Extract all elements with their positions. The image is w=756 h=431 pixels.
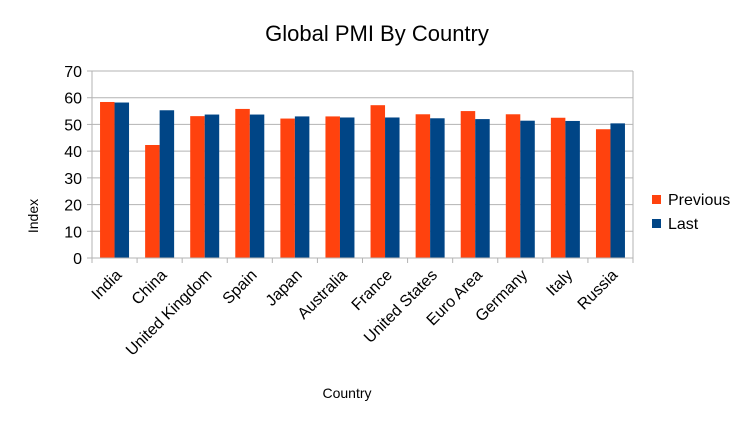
chart-title: Global PMI By Country	[265, 21, 489, 46]
x-tick-label: India	[89, 267, 126, 304]
y-axis-title: Index	[25, 199, 41, 233]
legend-swatch-previous	[652, 195, 661, 204]
bar-previous	[280, 118, 295, 259]
x-tick-label: United Kingdom	[123, 267, 216, 360]
bar-last	[204, 114, 220, 259]
bar-previous	[235, 108, 250, 258]
bar-last	[385, 117, 400, 259]
y-tick-label: 40	[64, 144, 82, 161]
y-axis-ticks: 0 10 20 30 40 50 60 70	[64, 64, 92, 268]
gridlines	[92, 70, 633, 259]
x-tick-label: Russia	[575, 267, 622, 314]
bars	[100, 101, 625, 259]
bar-last	[520, 120, 535, 258]
bar-previous	[415, 114, 431, 258]
bar-last	[114, 102, 130, 258]
y-tick-label: 0	[73, 251, 82, 268]
bar-last	[249, 114, 265, 259]
legend: Previous Last	[652, 192, 730, 233]
legend-label-previous: Previous	[668, 192, 730, 209]
legend-swatch-last	[652, 219, 661, 228]
bar-previous	[505, 114, 521, 258]
bar-previous	[190, 116, 205, 258]
x-tick-label: China	[129, 267, 171, 309]
legend-label-last: Last	[668, 216, 699, 233]
x-axis-title: Country	[322, 385, 371, 401]
x-tick-label: Australia	[295, 267, 351, 323]
bar-previous	[595, 129, 611, 258]
bar-last	[294, 116, 310, 259]
y-tick-label: 70	[64, 64, 82, 81]
bar-previous	[460, 111, 476, 258]
bar-last	[159, 110, 175, 259]
y-tick-label: 20	[64, 198, 82, 215]
bar-previous	[550, 117, 566, 258]
bar-last	[610, 123, 625, 258]
bar-previous	[325, 116, 340, 259]
x-tick-label: Italy	[543, 267, 576, 300]
bar-last	[430, 118, 445, 258]
x-tick-label: Japan	[263, 267, 306, 310]
bar-previous	[370, 105, 386, 259]
bar-previous	[100, 101, 115, 258]
y-tick-label: 50	[64, 117, 82, 134]
bar-previous	[145, 144, 160, 258]
y-tick-label: 10	[64, 224, 82, 241]
y-tick-label: 30	[64, 171, 82, 188]
x-tick-label: Spain	[220, 267, 261, 308]
bar-last	[475, 119, 490, 258]
bar-last	[565, 120, 580, 258]
y-tick-label: 60	[64, 91, 82, 108]
bar-last	[339, 117, 355, 259]
